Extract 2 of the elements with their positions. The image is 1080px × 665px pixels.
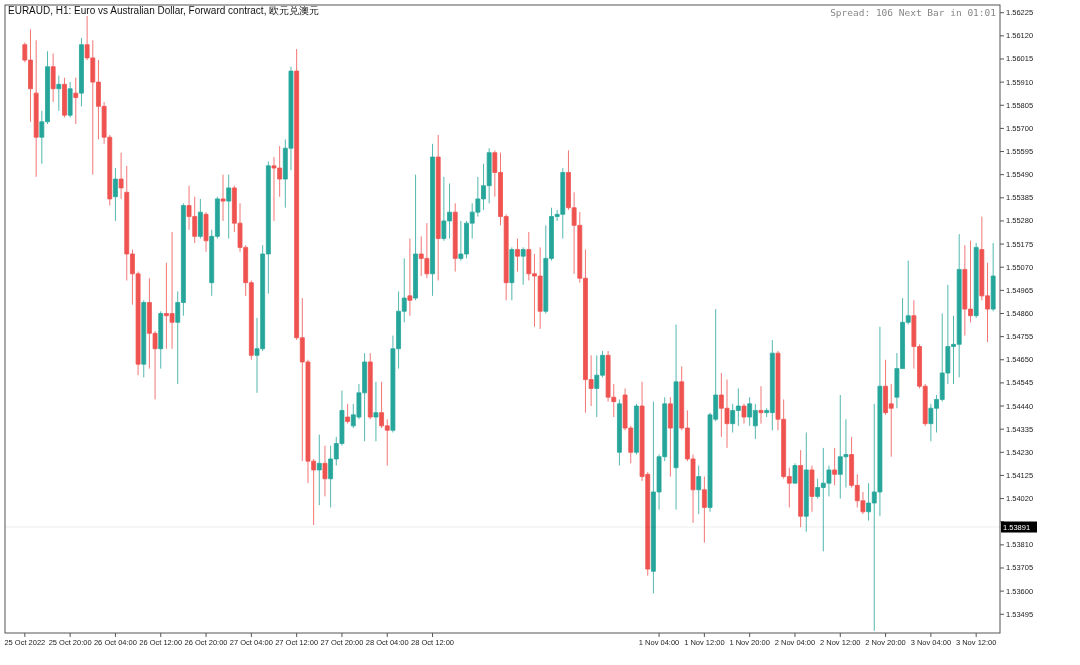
- chart-title: EURAUD, H1: Euro vs Australian Dollar, Forward contract, 欧元兑澳元: [8, 4, 320, 16]
- annotation: Spread: 106 Next Bar in 01:01: [830, 7, 997, 18]
